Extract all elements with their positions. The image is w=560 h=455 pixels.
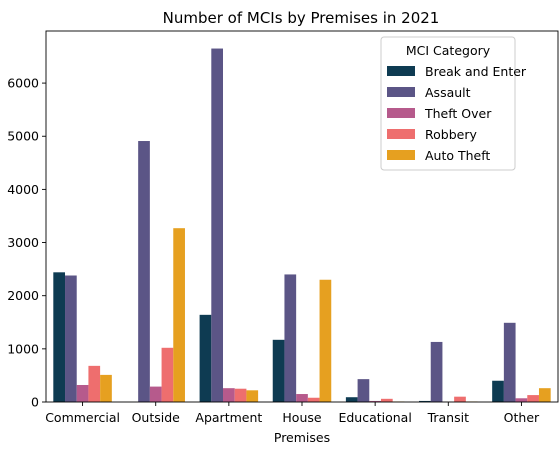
legend-swatch [387,150,415,160]
legend-items: Break and Enter Assault Theft Over Robbery A… [387,64,527,163]
bar-break-and-enter-other [492,380,504,402]
x-tick-label: Other [504,410,540,425]
legend-entry-label: Auto Theft [425,148,490,163]
y-tick-label: 1000 [7,341,39,356]
x-tick-label: Apartment [195,410,262,425]
bar-theft-over-house [296,394,308,402]
axes-layer: 0 1000 2000 3000 4000 5000 6000 Commercial Outsi… [7,30,559,425]
x-tick-label: Outside [132,410,181,425]
y-tick-label: 5000 [7,129,39,144]
bar-auto-theft-outside [173,228,185,402]
bar-break-and-enter-apartment [199,314,212,402]
bar-robbery-house [307,397,320,402]
y-tick-label: 2000 [7,288,39,303]
bar-break-and-enter-house [272,339,285,402]
y-tick-label: 3000 [7,235,39,250]
bar-break-and-enter-transit [419,400,431,402]
x-axis-title: Premises [274,430,330,445]
legend-swatch [387,129,415,139]
bar-theft-over-apartment [223,388,235,402]
legend-title: MCI Category [406,43,491,58]
bar-assault-outside [138,141,150,402]
legend-swatch [387,87,415,97]
bar-robbery-other [527,395,539,402]
bar-robbery-educational [380,398,393,402]
bar-assault-educational [357,379,370,402]
bar-auto-theft-house [319,279,332,402]
bar-theft-over-educational [369,400,381,402]
bar-assault-commercial [65,275,77,402]
bar-assault-house [284,274,297,402]
x-tick-label: Commercial [45,410,120,425]
bar-theft-over-commercial [76,384,89,402]
bar-robbery-outside [161,347,174,402]
chart-title: Number of MCIs by Premises in 2021 [163,9,440,27]
x-tick-label: Educational [338,410,411,425]
legend: MCI Category Break and Enter Assault Theft… [380,36,527,171]
bar-assault-other [503,322,516,402]
legend-entry-label: Theft Over [424,106,492,121]
bar-theft-over-other [515,398,528,402]
bar-auto-theft-apartment [246,390,259,402]
legend-entry-label: Assault [425,85,471,100]
bars-layer [53,48,551,402]
bar-auto-theft-other [538,388,551,402]
x-tick-label: Transit [427,410,470,425]
legend-entry-label: Robbery [425,127,477,142]
legend-swatch [387,108,415,118]
y-tick-label: 0 [31,395,39,410]
legend-swatch [387,66,415,76]
bar-robbery-apartment [234,388,247,402]
y-tick-label: 4000 [7,182,39,197]
bar-robbery-transit [454,396,466,402]
bar-robbery-commercial [88,365,101,402]
bar-break-and-enter-educational [345,397,358,402]
bar-auto-theft-commercial [100,374,112,402]
bar-break-and-enter-commercial [53,272,66,402]
x-tick-label: House [282,410,321,425]
bar-assault-transit [430,341,443,402]
y-tick-label: 6000 [7,76,39,91]
bar-theft-over-outside [149,386,162,402]
bar-assault-apartment [211,48,223,402]
legend-entry-label: Break and Enter [425,64,527,79]
